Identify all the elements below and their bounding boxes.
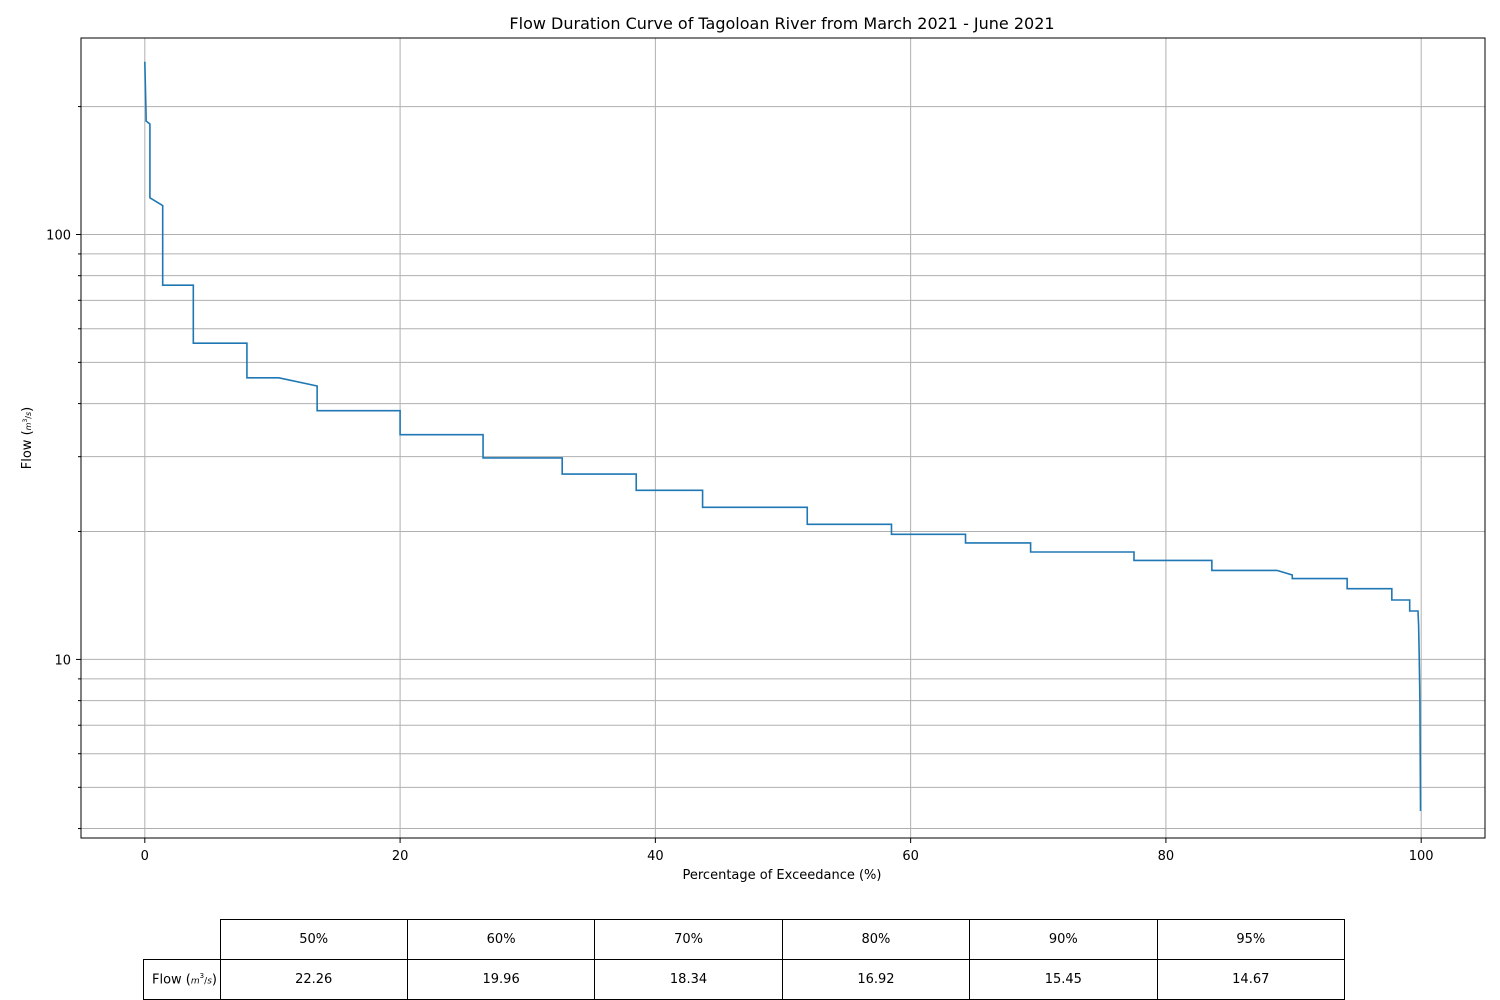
- table-header-cell: 70%: [594, 919, 783, 960]
- x-tick-label: 80: [1158, 849, 1175, 864]
- table-row: Flow (m3/s) 22.26 19.96 18.34 16.92 15.4…: [143, 959, 1346, 1000]
- table-header-cell: 80%: [781, 919, 971, 960]
- table-cell: 18.34: [594, 959, 783, 1000]
- table-cell: 19.96: [406, 959, 596, 1000]
- table-row-label: Flow (m3/s): [143, 959, 221, 1000]
- x-axis-label: Percentage of Exceedance (%): [683, 868, 882, 883]
- table-header-cell: 60%: [406, 919, 596, 960]
- table-cell: 14.67: [1156, 959, 1346, 1000]
- series-layer: [144, 61, 1422, 811]
- x-tick-label: 40: [647, 849, 664, 864]
- axis-ticks: 0 20 40 60 80 100 10 100: [46, 106, 1434, 864]
- y-axis-label: Flow (m3/s): [20, 407, 35, 469]
- table-cell: 16.92: [781, 959, 971, 1000]
- x-tick-label: 20: [392, 849, 409, 864]
- grid-lines: [81, 38, 1485, 838]
- y-tick-label: 100: [46, 228, 71, 243]
- table-header-row: 50% 60% 70% 80% 90% 95%: [144, 919, 1346, 960]
- flow-duration-line: [144, 61, 1422, 811]
- x-tick-label: 100: [1409, 849, 1434, 864]
- y-tick-label: 10: [54, 653, 71, 668]
- plot-frame: [80, 37, 1486, 839]
- x-tick-label: 0: [141, 849, 149, 864]
- table-cell: 22.26: [219, 959, 408, 1000]
- table-header-cell: 50%: [219, 919, 408, 960]
- x-tick-label: 60: [902, 849, 919, 864]
- table-header-cell: 95%: [1156, 919, 1346, 960]
- percentile-flow-table: 50% 60% 70% 80% 90% 95% Flow (m3/s) 22.2…: [143, 919, 1346, 1000]
- chart-title: Flow Duration Curve of Tagoloan River fr…: [509, 14, 1054, 33]
- table-cell: 15.45: [969, 959, 1158, 1000]
- table-corner: [144, 920, 221, 960]
- table-header-cell: 90%: [969, 919, 1158, 960]
